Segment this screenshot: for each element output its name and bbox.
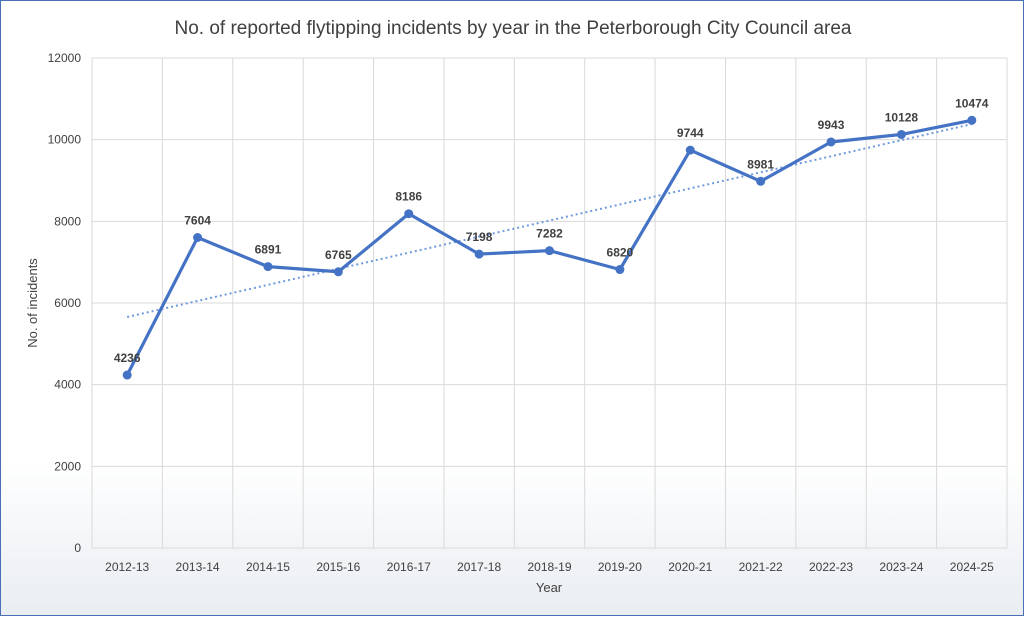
- x-tick-label: 2020-21: [668, 560, 712, 574]
- y-tick-label: 8000: [54, 214, 81, 228]
- chart-title: No. of reported flytipping incidents by …: [175, 18, 852, 39]
- y-tick-label: 4000: [54, 378, 81, 392]
- x-tick-label: 2023-24: [879, 560, 923, 574]
- data-point: [263, 262, 273, 272]
- data-point: [615, 265, 625, 275]
- data-point: [685, 145, 695, 155]
- data-point: [896, 129, 906, 139]
- data-label: 4236: [114, 351, 141, 365]
- y-tick-label: 12000: [48, 51, 82, 65]
- trendline: [126, 123, 973, 318]
- data-label: 9744: [677, 126, 704, 140]
- y-tick-label: 6000: [54, 296, 81, 310]
- x-tick-label: 2024-25: [950, 560, 994, 574]
- data-point: [756, 176, 766, 186]
- x-axis-title: Year: [536, 580, 563, 595]
- data-point: [545, 246, 554, 256]
- y-axis-title: No. of incidents: [25, 258, 40, 348]
- x-tick-label: 2012-13: [105, 560, 149, 574]
- data-label: 6891: [255, 243, 282, 257]
- data-label: 10474: [955, 96, 989, 110]
- x-tick-label: 2016-17: [387, 560, 431, 574]
- data-labels: 4236 7604 6891 6765 8186 7198 7282 6820 9744 8981…: [114, 96, 989, 365]
- x-tick-label: 2019-20: [598, 560, 642, 574]
- data-point: [967, 115, 977, 125]
- data-label: 10128: [885, 110, 919, 124]
- data-point: [122, 370, 132, 380]
- data-label: 7198: [466, 230, 493, 244]
- data-point: [474, 249, 484, 259]
- data-point: [333, 267, 343, 277]
- data-label: 8186: [395, 190, 422, 204]
- data-points: [122, 115, 977, 380]
- x-tick-label: 2013-14: [176, 560, 220, 574]
- y-tick-label: 2000: [54, 459, 81, 473]
- data-point: [826, 137, 836, 147]
- y-axis-ticks: 0 2000 4000 6000 8000 10000 12000: [48, 51, 82, 555]
- x-tick-label: 2018-19: [527, 560, 571, 574]
- data-point: [193, 233, 203, 243]
- data-label: 7282: [536, 227, 563, 241]
- x-axis-ticks: 2012-13 2013-14 2014-15 2015-16 2016-17 2017-…: [105, 560, 994, 574]
- data-point: [404, 209, 414, 219]
- data-label: 9943: [818, 118, 845, 132]
- x-tick-label: 2022-23: [809, 560, 853, 574]
- data-label: 7604: [184, 214, 211, 228]
- gridlines: [91, 57, 1008, 549]
- data-label: 6765: [325, 248, 352, 262]
- y-tick-label: 10000: [48, 133, 82, 147]
- data-label: 6820: [607, 246, 634, 260]
- x-tick-label: 2014-15: [246, 560, 290, 574]
- y-tick-label: 0: [74, 541, 81, 555]
- x-tick-label: 2021-22: [739, 560, 783, 574]
- data-label: 8981: [747, 157, 774, 171]
- x-tick-label: 2017-18: [457, 560, 501, 574]
- x-tick-label: 2015-16: [316, 560, 360, 574]
